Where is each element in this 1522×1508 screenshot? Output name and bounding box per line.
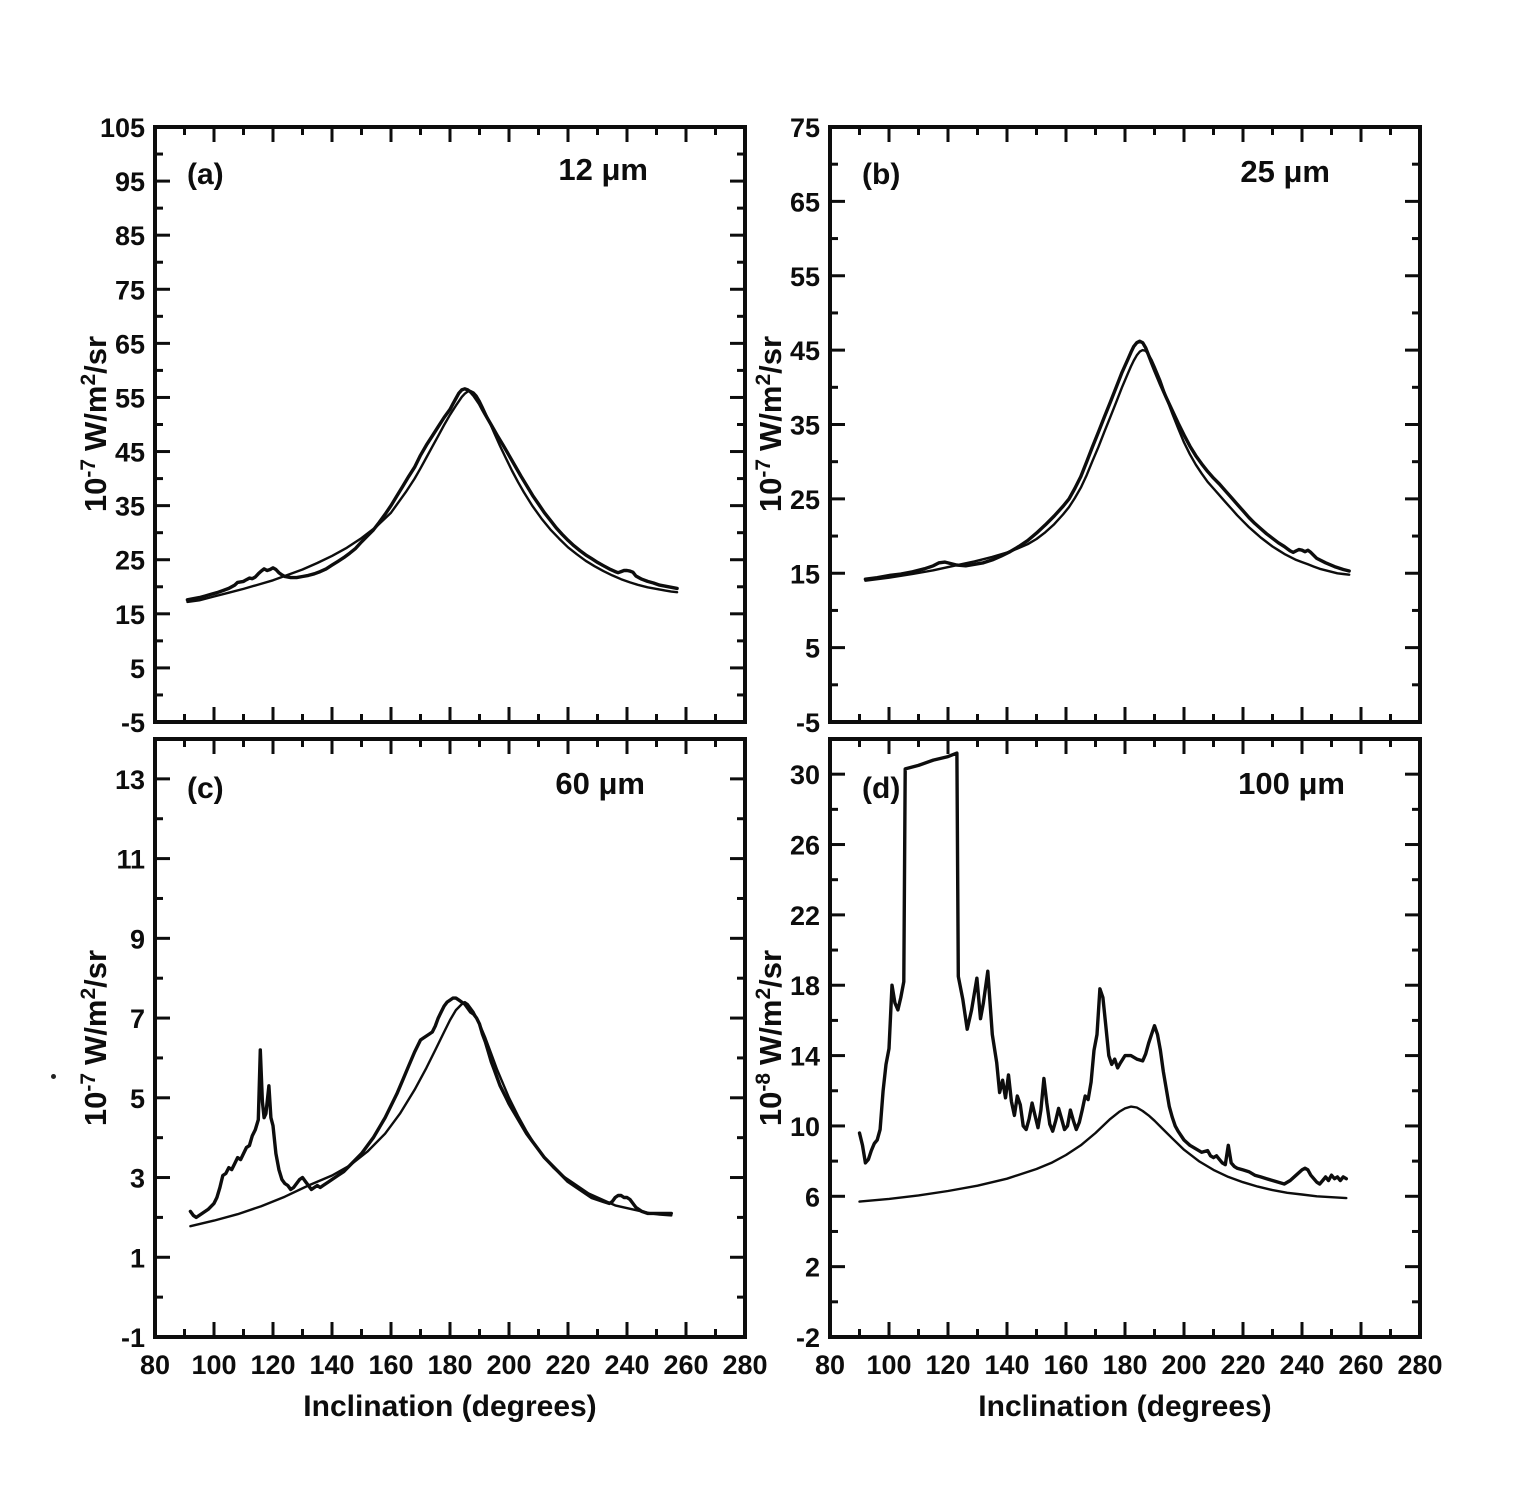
y-tick-label: 5 — [130, 1084, 145, 1114]
y-tick-label: 11 — [116, 845, 145, 875]
panel-c-letter: (c) — [187, 772, 224, 805]
y-tick-label: -1 — [121, 1323, 145, 1353]
y-tick-label: 15 — [790, 559, 820, 589]
series-model-curve — [864, 348, 1351, 582]
panel-b-letter: (b) — [862, 158, 900, 191]
plot-frame — [153, 737, 747, 1339]
x-tick-label: 120 — [250, 1350, 295, 1380]
panel-d-title: 100 μm — [1238, 766, 1345, 801]
y-tick-label: 35 — [790, 411, 820, 441]
x-tick-label: 260 — [663, 1350, 708, 1380]
y-tick-label: 9 — [130, 924, 145, 954]
panel-c: 13 11 9 7 5 3 1 -180 100 120 140 160 180 200 220 240 260… — [77, 737, 768, 1423]
y-tick-label: 18 — [790, 971, 820, 1001]
y-tick-label: 5 — [130, 654, 145, 684]
y-tick-label: 2 — [805, 1253, 820, 1283]
y-tick-label: 1 — [130, 1243, 145, 1273]
y-tick-label: 15 — [115, 600, 145, 630]
panel-b-y-axis-title: 10-7W/m2/sr — [752, 336, 788, 512]
x-tick-label: 80 — [815, 1350, 845, 1380]
x-tick-label: 100 — [191, 1350, 236, 1380]
x-tick-label: 180 — [427, 1350, 472, 1380]
x-tick-label: 80 — [140, 1350, 170, 1380]
x-tick-label: 240 — [604, 1350, 649, 1380]
y-tick-label: 55 — [115, 383, 145, 413]
x-tick-label: 200 — [486, 1350, 531, 1380]
series-model-curve — [189, 1000, 673, 1228]
series-model-curve — [858, 1105, 1348, 1203]
panel-a-plot: 105 95 85 75 65 55 45 35 25 15 5 -5 — [100, 113, 747, 738]
series-observed-curve — [863, 339, 1351, 581]
stray-mark — [51, 1074, 56, 1079]
y-tick-label: 26 — [790, 831, 820, 861]
panel-c-plot: 13 11 9 7 5 3 1 -180 100 120 140 160 180 200 220 240 260… — [115, 737, 768, 1380]
x-tick-label: 220 — [1220, 1350, 1265, 1380]
x-tick-label: 160 — [1043, 1350, 1088, 1380]
y-tick-label: 25 — [790, 485, 820, 515]
panel-d-y-axis-title: 10-8W/m2/sr — [752, 950, 788, 1126]
plot-frame — [828, 125, 1422, 724]
x-tick-label: 260 — [1338, 1350, 1383, 1380]
y-tick-label: 95 — [115, 167, 145, 197]
y-tick-label: 75 — [790, 113, 820, 143]
panel-b-plot: 75 65 55 45 35 25 15 5 -5 — [790, 113, 1422, 738]
x-tick-label: 140 — [984, 1350, 1029, 1380]
y-tick-label: 30 — [790, 760, 820, 790]
y-tick-label: 45 — [115, 438, 145, 468]
y-tick-label: 85 — [115, 221, 145, 251]
y-tick-label: 14 — [790, 1042, 820, 1072]
y-tick-label: 35 — [115, 492, 145, 522]
panel-c-y-axis-title: 10-7W/m2/sr — [77, 950, 113, 1126]
panel-b: 75 65 55 45 35 25 15 5 -5 (b) 25 μm 10-7W/m2/sr — [752, 113, 1422, 738]
panel-a-title: 12 μm — [558, 152, 648, 187]
y-tick-label: 65 — [115, 329, 145, 359]
y-tick-label: 22 — [790, 901, 820, 931]
y-tick-label: 65 — [790, 187, 820, 217]
y-tick-label: 105 — [100, 113, 145, 143]
panel-a-letter: (a) — [187, 158, 224, 191]
panel-c-x-axis-title: Inclination (degrees) — [303, 1390, 596, 1423]
plot-frame — [153, 125, 747, 724]
y-tick-label: 3 — [130, 1164, 145, 1194]
y-tick-label: -2 — [796, 1323, 820, 1353]
panel-d-x-axis-title: Inclination (degrees) — [978, 1390, 1271, 1423]
x-tick-label: 140 — [309, 1350, 354, 1380]
y-tick-label: 45 — [790, 336, 820, 366]
panel-d-letter: (d) — [862, 772, 900, 805]
x-tick-label: 240 — [1279, 1350, 1324, 1380]
panel-d-plot: 30 26 22 18 14 10 6 2 -280 100 120 140 160 180 200 220 2… — [790, 737, 1443, 1380]
y-tick-label: 13 — [115, 765, 145, 795]
y-tick-label: 7 — [130, 1004, 145, 1034]
series-observed-curve — [188, 996, 673, 1220]
series-observed-curve — [185, 387, 679, 602]
x-tick-label: 280 — [722, 1350, 767, 1380]
y-tick-label: 5 — [805, 634, 820, 664]
panel-a-y-axis-title: 10-7W/m2/sr — [77, 336, 113, 512]
y-tick-label: 55 — [790, 262, 820, 292]
x-tick-label: 100 — [866, 1350, 911, 1380]
y-tick-label: -5 — [796, 708, 820, 738]
panel-d: 30 26 22 18 14 10 6 2 -280 100 120 140 160 180 200 220 2… — [752, 737, 1443, 1423]
x-tick-label: 120 — [925, 1350, 970, 1380]
y-tick-label: -5 — [121, 708, 145, 738]
panel-a: 105 95 85 75 65 55 45 35 25 15 5 -5 (a) 12 μm 10-7W… — [77, 113, 747, 738]
x-tick-label: 160 — [368, 1350, 413, 1380]
y-tick-label: 10 — [790, 1112, 820, 1142]
y-tick-label: 6 — [805, 1182, 820, 1212]
x-tick-label: 280 — [1397, 1350, 1442, 1380]
series-model-curve — [186, 389, 679, 604]
x-tick-label: 200 — [1161, 1350, 1206, 1380]
panel-b-title: 25 μm — [1240, 154, 1330, 189]
series-observed-curve — [857, 751, 1349, 1186]
y-tick-label: 75 — [115, 275, 145, 305]
y-tick-label: 25 — [115, 546, 145, 576]
x-tick-label: 220 — [545, 1350, 590, 1380]
panel-c-title: 60 μm — [555, 766, 645, 801]
x-tick-label: 180 — [1102, 1350, 1147, 1380]
plot-frame — [828, 737, 1422, 1339]
